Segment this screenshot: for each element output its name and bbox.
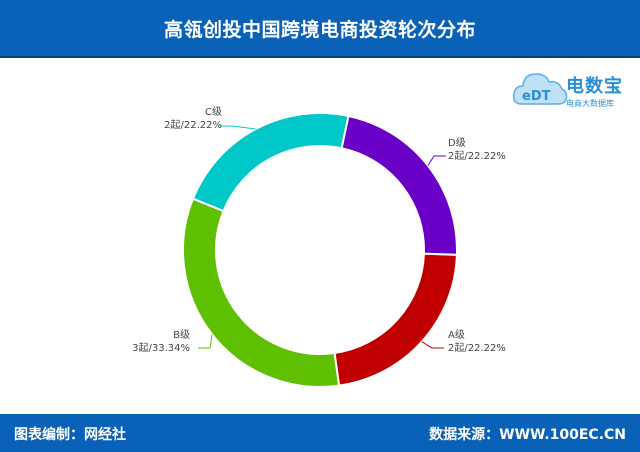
footer-source: 数据来源：WWW.100EC.CN (429, 427, 626, 443)
slice-name-0: A级 (448, 329, 465, 341)
slice-label-1: 3起/33.34% (132, 342, 190, 354)
logo-mark: eDT (522, 89, 551, 104)
logo-subtitle: 电商大数据库 (566, 99, 614, 108)
donut-chart: A级2起/22.22%B级3起/33.34%C级2起/22.22%D级2起/22… (132, 106, 506, 388)
cloud-logo-icon: eDT (512, 73, 568, 105)
logo-brand: 电数宝 (566, 76, 623, 97)
header-bar: 高瓴创投中国跨境电商投资轮次分布 (0, 0, 640, 58)
slice-1 (182, 197, 341, 388)
leader-line-1 (198, 334, 213, 349)
leader-line-0 (421, 341, 444, 349)
slice-label-2: 2起/22.22% (164, 119, 222, 131)
slice-name-3: D级 (448, 137, 466, 149)
leader-line-3 (427, 155, 446, 166)
slice-3 (340, 114, 458, 256)
chart-title: 高瓴创投中国跨境电商投资轮次分布 (163, 18, 476, 41)
slice-name-2: C级 (205, 106, 222, 118)
slice-0 (333, 252, 458, 387)
footer-credit: 图表编制：网经社 (14, 427, 126, 443)
edt-logo: eDT 电数宝 电商大数据库 (510, 62, 630, 118)
slice-label-3: 2起/22.22% (448, 150, 506, 162)
slice-name-1: B级 (173, 329, 190, 341)
slice-label-0: 2起/22.22% (448, 342, 506, 354)
leader-line-2 (220, 125, 256, 130)
footer-bar: 图表编制：网经社 数据来源：WWW.100EC.CN (0, 414, 640, 452)
